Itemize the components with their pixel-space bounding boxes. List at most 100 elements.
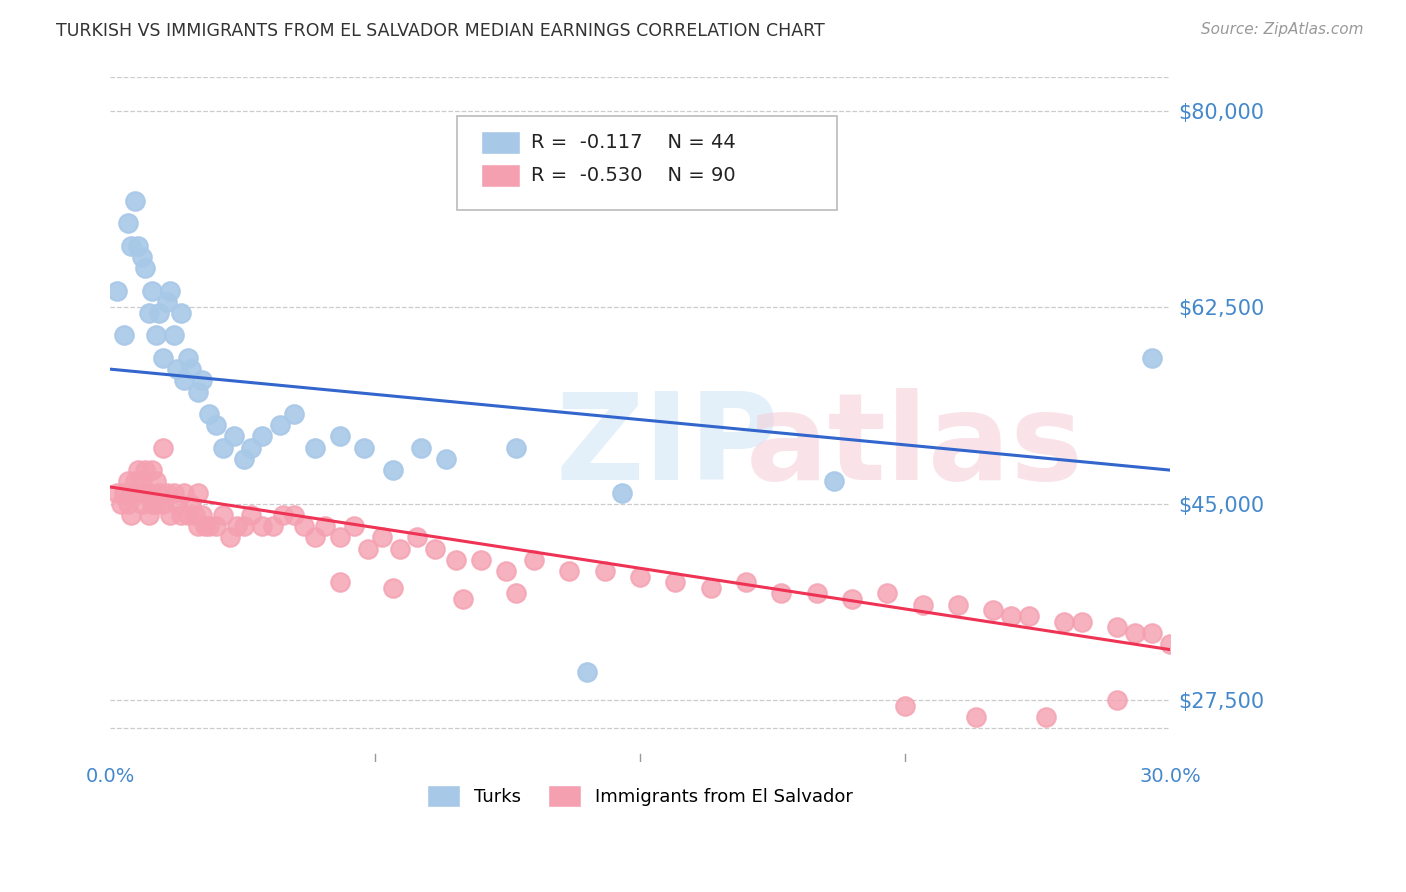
- Point: [166, 497, 188, 511]
- Point: [226, 519, 249, 533]
- Point: [194, 519, 217, 533]
- Point: [117, 475, 139, 489]
- Point: [505, 586, 527, 600]
- Point: [1159, 637, 1181, 651]
- Point: [120, 485, 142, 500]
- Point: [283, 407, 305, 421]
- Point: [173, 485, 195, 500]
- Point: [112, 485, 135, 500]
- Point: [329, 575, 352, 590]
- Point: [269, 418, 291, 433]
- Point: [105, 485, 128, 500]
- Point: [823, 475, 845, 489]
- Point: [423, 541, 446, 556]
- Point: [304, 530, 326, 544]
- Point: [145, 497, 167, 511]
- Point: [558, 564, 581, 578]
- Point: [152, 351, 174, 365]
- Point: [357, 541, 380, 556]
- Point: [110, 497, 132, 511]
- Point: [406, 530, 429, 544]
- Legend: Turks, Immigrants from El Salvador: Turks, Immigrants from El Salvador: [420, 778, 860, 814]
- Point: [381, 463, 404, 477]
- Point: [159, 284, 181, 298]
- Point: [505, 441, 527, 455]
- Point: [131, 475, 153, 489]
- Point: [470, 160, 492, 174]
- Point: [162, 328, 184, 343]
- Point: [205, 519, 228, 533]
- Point: [381, 581, 404, 595]
- Point: [124, 194, 146, 208]
- Point: [699, 581, 721, 595]
- Point: [444, 553, 467, 567]
- Point: [134, 485, 156, 500]
- Point: [212, 441, 235, 455]
- Point: [664, 575, 686, 590]
- Point: [1035, 710, 1057, 724]
- Point: [523, 553, 546, 567]
- Point: [409, 441, 432, 455]
- Text: TURKISH VS IMMIGRANTS FROM EL SALVADOR MEDIAN EARNINGS CORRELATION CHART: TURKISH VS IMMIGRANTS FROM EL SALVADOR M…: [56, 22, 825, 40]
- Point: [219, 530, 242, 544]
- Point: [250, 429, 273, 443]
- Point: [187, 485, 209, 500]
- Point: [434, 451, 457, 466]
- Point: [233, 519, 256, 533]
- Point: [117, 497, 139, 511]
- Point: [283, 508, 305, 522]
- Point: [292, 519, 315, 533]
- Point: [127, 485, 149, 500]
- Point: [1105, 693, 1128, 707]
- Point: [981, 603, 1004, 617]
- Point: [134, 261, 156, 276]
- Point: [329, 429, 352, 443]
- Point: [141, 497, 163, 511]
- Point: [145, 328, 167, 343]
- Point: [470, 553, 492, 567]
- Point: [127, 238, 149, 252]
- Point: [212, 508, 235, 522]
- Point: [315, 519, 337, 533]
- Point: [184, 508, 207, 522]
- Point: [177, 508, 200, 522]
- Point: [112, 328, 135, 343]
- Point: [612, 485, 634, 500]
- Point: [191, 508, 214, 522]
- Point: [1070, 615, 1092, 629]
- Point: [262, 519, 284, 533]
- Point: [138, 508, 160, 522]
- Point: [1105, 620, 1128, 634]
- Point: [371, 530, 394, 544]
- Point: [187, 384, 209, 399]
- Point: [169, 306, 191, 320]
- Point: [155, 485, 177, 500]
- Point: [127, 463, 149, 477]
- Point: [946, 598, 969, 612]
- Point: [173, 373, 195, 387]
- Point: [198, 407, 221, 421]
- Point: [131, 250, 153, 264]
- Point: [353, 441, 375, 455]
- Point: [1000, 609, 1022, 624]
- Point: [141, 463, 163, 477]
- Point: [138, 485, 160, 500]
- Point: [894, 698, 917, 713]
- Point: [240, 508, 263, 522]
- Point: [180, 362, 202, 376]
- Point: [105, 284, 128, 298]
- Point: [343, 519, 366, 533]
- Point: [233, 451, 256, 466]
- Point: [1053, 615, 1076, 629]
- Point: [205, 418, 228, 433]
- Point: [222, 429, 245, 443]
- Point: [166, 362, 188, 376]
- Point: [187, 519, 209, 533]
- Point: [271, 508, 294, 522]
- Text: Source: ZipAtlas.com: Source: ZipAtlas.com: [1201, 22, 1364, 37]
- Point: [593, 564, 616, 578]
- Text: atlas: atlas: [747, 389, 1084, 506]
- Point: [453, 592, 475, 607]
- Point: [876, 586, 898, 600]
- Point: [735, 575, 758, 590]
